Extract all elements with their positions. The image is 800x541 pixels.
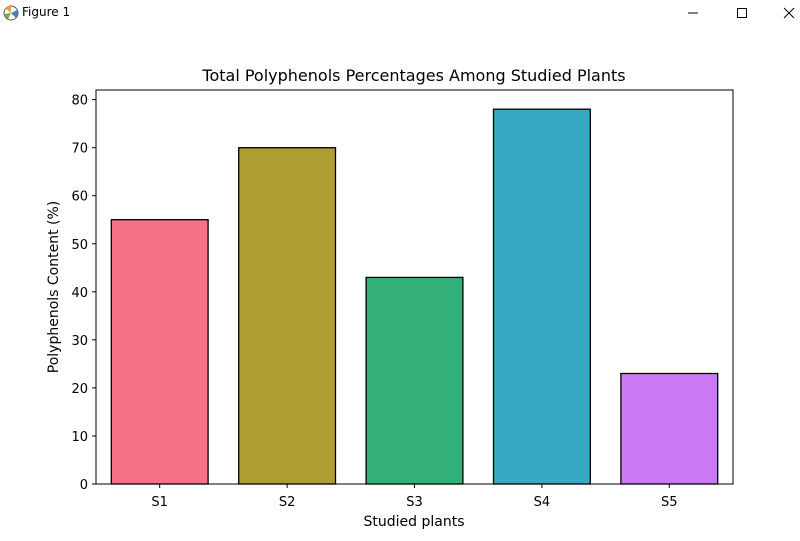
x-tick-label: S3 bbox=[406, 495, 423, 510]
title-bar[interactable]: Figure 1 bbox=[0, 0, 800, 26]
bar-s3 bbox=[365, 276, 464, 485]
bar-chart: Total Polyphenols Percentages Among Stud… bbox=[46, 66, 734, 530]
y-axis-label: Polyphenols Content (%) bbox=[46, 201, 62, 373]
close-icon bbox=[783, 7, 795, 19]
minimize-button[interactable] bbox=[670, 0, 716, 26]
y-tick-label: 60 bbox=[71, 190, 88, 205]
x-tick-label: S4 bbox=[534, 495, 551, 510]
y-tick-label: 40 bbox=[71, 286, 88, 301]
x-tick-label: S5 bbox=[661, 495, 678, 510]
bar-s1 bbox=[110, 219, 209, 485]
x-axis-label: Studied plants bbox=[364, 514, 465, 530]
bars-layer bbox=[110, 108, 719, 485]
y-tick-label: 80 bbox=[71, 94, 88, 109]
matplotlib-icon bbox=[2, 4, 20, 22]
y-tick-label: 0 bbox=[80, 478, 88, 493]
minimize-icon bbox=[688, 12, 698, 14]
close-button[interactable] bbox=[766, 0, 800, 26]
y-tick-label: 20 bbox=[71, 382, 88, 397]
bar-s5 bbox=[620, 372, 719, 485]
y-tick-label: 10 bbox=[71, 430, 88, 445]
maximize-button[interactable] bbox=[719, 0, 765, 26]
y-tick-label: 70 bbox=[71, 142, 88, 157]
window-title: Figure 1 bbox=[22, 5, 71, 19]
figure-canvas: Total Polyphenols Percentages Among Stud… bbox=[0, 26, 800, 541]
y-axis-ticks: 0 10 20 30 40 50 60 70 80 bbox=[71, 94, 96, 493]
maximize-icon bbox=[737, 8, 747, 18]
x-tick-label: S1 bbox=[151, 495, 168, 510]
bar-s2 bbox=[238, 147, 337, 485]
x-tick-label: S2 bbox=[279, 495, 296, 510]
x-axis-ticks: S1 S2 S3 S4 S5 bbox=[151, 484, 678, 510]
y-tick-label: 30 bbox=[71, 334, 88, 349]
bar-s4 bbox=[492, 108, 591, 485]
y-tick-label: 50 bbox=[71, 238, 88, 253]
chart-title: Total Polyphenols Percentages Among Stud… bbox=[201, 66, 625, 85]
